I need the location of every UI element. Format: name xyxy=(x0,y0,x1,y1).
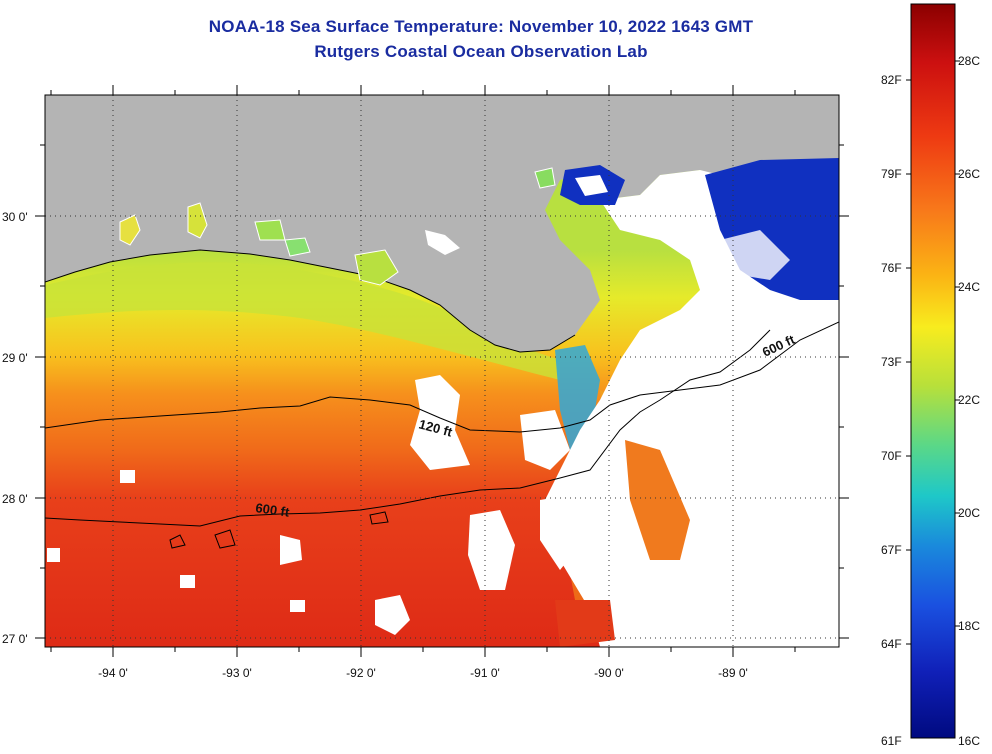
colorbar-f-64: 64F xyxy=(881,637,902,651)
colorbar-f-73: 73F xyxy=(881,355,902,369)
coastline xyxy=(45,249,576,353)
map-subtitle: Rutgers Coastal Ocean Observation Lab xyxy=(314,42,648,61)
lon-label-89w: -89 0' xyxy=(718,666,748,680)
colorbar-c-24: 24C xyxy=(958,280,980,294)
map-title: NOAA-18 Sea Surface Temperature: Novembe… xyxy=(208,17,754,36)
lon-label-91w: -91 0' xyxy=(470,666,500,680)
colorbar-f-67: 67F xyxy=(881,543,902,557)
map-frame xyxy=(44,94,840,648)
contour-600ft xyxy=(45,329,771,527)
lat-label-30n: 30 0' xyxy=(2,210,28,224)
colorbar xyxy=(910,3,956,739)
colorbar-c-16: 16C xyxy=(958,734,980,748)
colorbar-f-79: 79F xyxy=(881,167,902,181)
lon-label-93w: -93 0' xyxy=(222,666,252,680)
lat-label-27n: 27 0' xyxy=(2,632,28,646)
lon-label-94w: -94 0' xyxy=(98,666,128,680)
colorbar-c-18: 18C xyxy=(958,619,980,633)
contour-label-600ft-west: 600 ft xyxy=(255,500,291,520)
colorbar-f-76: 76F xyxy=(881,261,902,275)
colorbar-c-22: 22C xyxy=(958,393,980,407)
contour-120ft xyxy=(45,321,839,433)
cloud-mask-east xyxy=(545,170,839,647)
map-panel: 120 ft 600 ft 600 ft xyxy=(45,95,839,647)
colorbar-c-28: 28C xyxy=(958,54,980,68)
axis-ticks xyxy=(35,85,849,657)
colorbar-f-61: 61F xyxy=(881,734,902,748)
lat-label-29n: 29 0' xyxy=(2,351,28,365)
colorbar-f-82: 82F xyxy=(881,73,902,87)
graticule xyxy=(45,95,839,647)
colorbar-ticks xyxy=(906,60,960,645)
colorbar-c-20: 20C xyxy=(958,506,980,520)
lon-label-90w: -90 0' xyxy=(594,666,624,680)
lon-label-92w: -92 0' xyxy=(346,666,376,680)
colorbar-f-70: 70F xyxy=(881,449,902,463)
land-mass xyxy=(45,95,839,352)
lat-label-28n: 28 0' xyxy=(2,492,28,506)
colorbar-c-26: 26C xyxy=(958,167,980,181)
